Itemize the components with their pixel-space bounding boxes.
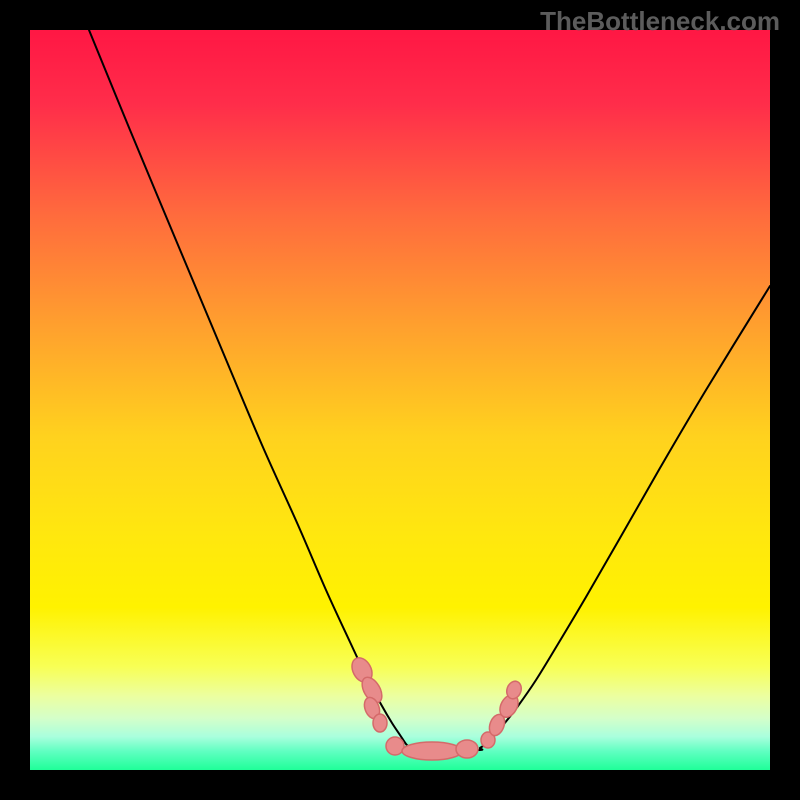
cluster-blob: [386, 737, 404, 755]
chart-root: TheBottleneck.com: [0, 0, 800, 800]
watermark-text: TheBottleneck.com: [540, 6, 780, 37]
chart-svg: [0, 0, 800, 800]
cluster-blob: [456, 740, 478, 758]
cluster-blob: [402, 742, 462, 760]
cluster-blob: [373, 714, 387, 732]
gradient-background: [30, 30, 770, 770]
